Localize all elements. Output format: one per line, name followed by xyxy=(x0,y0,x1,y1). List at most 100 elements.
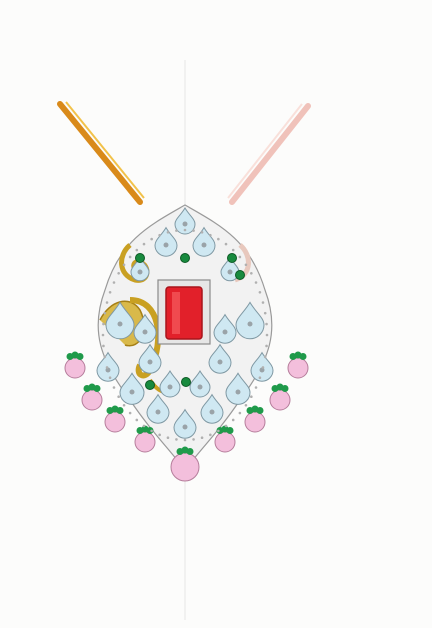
pearl-drop xyxy=(159,369,181,398)
emerald-bead xyxy=(299,353,307,360)
stone-dot xyxy=(217,359,223,365)
milgrain xyxy=(105,366,109,369)
pearl-drop xyxy=(220,256,240,282)
milgrain xyxy=(150,429,153,433)
pearl-drop xyxy=(213,313,237,344)
stone-dot xyxy=(222,329,228,335)
milgrain xyxy=(238,411,242,415)
pearl-drop xyxy=(154,226,178,257)
pearl-drop xyxy=(235,301,265,340)
emerald xyxy=(235,270,245,280)
milgrain xyxy=(231,418,235,422)
chain-left xyxy=(57,101,145,205)
milgrain xyxy=(142,242,146,246)
stone-dot xyxy=(147,359,153,365)
pink-drop xyxy=(134,431,156,453)
milgrain xyxy=(217,237,220,241)
milgrain xyxy=(102,344,105,348)
milgrain xyxy=(183,228,187,232)
ruby xyxy=(165,286,203,340)
milgrain xyxy=(231,248,235,252)
milgrain xyxy=(261,366,265,369)
milgrain xyxy=(217,429,220,433)
milgrain xyxy=(265,333,269,337)
pink-drop xyxy=(170,452,200,482)
stone-dot xyxy=(167,384,173,390)
milgrain xyxy=(200,436,204,440)
milgrain xyxy=(224,424,228,428)
chain-right xyxy=(227,103,311,205)
stone-dot xyxy=(117,321,123,327)
milgrain xyxy=(258,376,262,380)
pearl-drop xyxy=(146,393,170,424)
pearl-drop xyxy=(200,393,224,424)
milgrain xyxy=(244,403,248,407)
pearl-drop xyxy=(105,301,135,340)
pink-drop xyxy=(244,411,266,433)
milgrain xyxy=(112,386,116,389)
milgrain xyxy=(112,281,116,284)
milgrain xyxy=(102,322,105,326)
milgrain xyxy=(101,333,105,337)
pink-drop xyxy=(104,411,126,433)
milgrain xyxy=(192,229,195,232)
pearl-drop xyxy=(225,372,251,405)
emerald xyxy=(135,253,145,263)
milgrain xyxy=(150,237,153,241)
chain-highlight xyxy=(227,103,303,199)
milgrain xyxy=(183,438,187,442)
milgrain xyxy=(117,395,120,399)
emerald-bead xyxy=(226,427,234,434)
milgrain xyxy=(122,403,126,407)
emerald xyxy=(227,253,237,263)
milgrain xyxy=(103,311,107,315)
stone-dot xyxy=(247,321,253,327)
stone-dot xyxy=(142,329,148,335)
milgrain xyxy=(263,311,267,315)
milgrain xyxy=(175,229,178,232)
chain-strand xyxy=(57,101,143,205)
chain-highlight xyxy=(65,101,145,199)
milgrain xyxy=(261,301,265,304)
milgrain xyxy=(122,263,126,267)
emerald-bead xyxy=(281,385,289,392)
milgrain xyxy=(108,290,112,294)
pink-drop xyxy=(269,389,291,411)
milgrain xyxy=(175,438,178,441)
milgrain xyxy=(192,438,195,441)
emerald-bead xyxy=(146,427,154,434)
milgrain xyxy=(158,233,161,237)
milgrain xyxy=(142,424,146,428)
emerald xyxy=(145,380,155,390)
milgrain xyxy=(250,395,253,399)
milgrain xyxy=(254,281,258,284)
milgrain xyxy=(128,255,132,259)
milgrain xyxy=(209,233,212,237)
milgrain xyxy=(166,230,170,234)
emerald-bead xyxy=(93,385,101,392)
milgrain xyxy=(265,344,268,348)
milgrain xyxy=(209,433,212,437)
pink-drop xyxy=(214,431,236,453)
pearl-drop xyxy=(174,206,196,235)
milgrain xyxy=(103,355,107,359)
milgrain xyxy=(258,290,262,294)
milgrain xyxy=(224,242,228,246)
stone-dot xyxy=(259,367,265,373)
milgrain xyxy=(263,355,267,359)
milgrain xyxy=(265,322,268,326)
pearl-drop xyxy=(208,343,232,374)
pearl-drop xyxy=(133,313,157,344)
pearl-drop xyxy=(130,256,150,282)
milgrain xyxy=(254,386,258,389)
stone-dot xyxy=(227,269,233,275)
stone-dot xyxy=(235,389,241,395)
emerald-bead xyxy=(76,353,84,360)
stone-dot xyxy=(163,242,169,248)
pink-drop xyxy=(81,389,103,411)
milgrain xyxy=(135,248,139,252)
stone-dot xyxy=(155,409,161,415)
milgrain xyxy=(108,376,112,380)
